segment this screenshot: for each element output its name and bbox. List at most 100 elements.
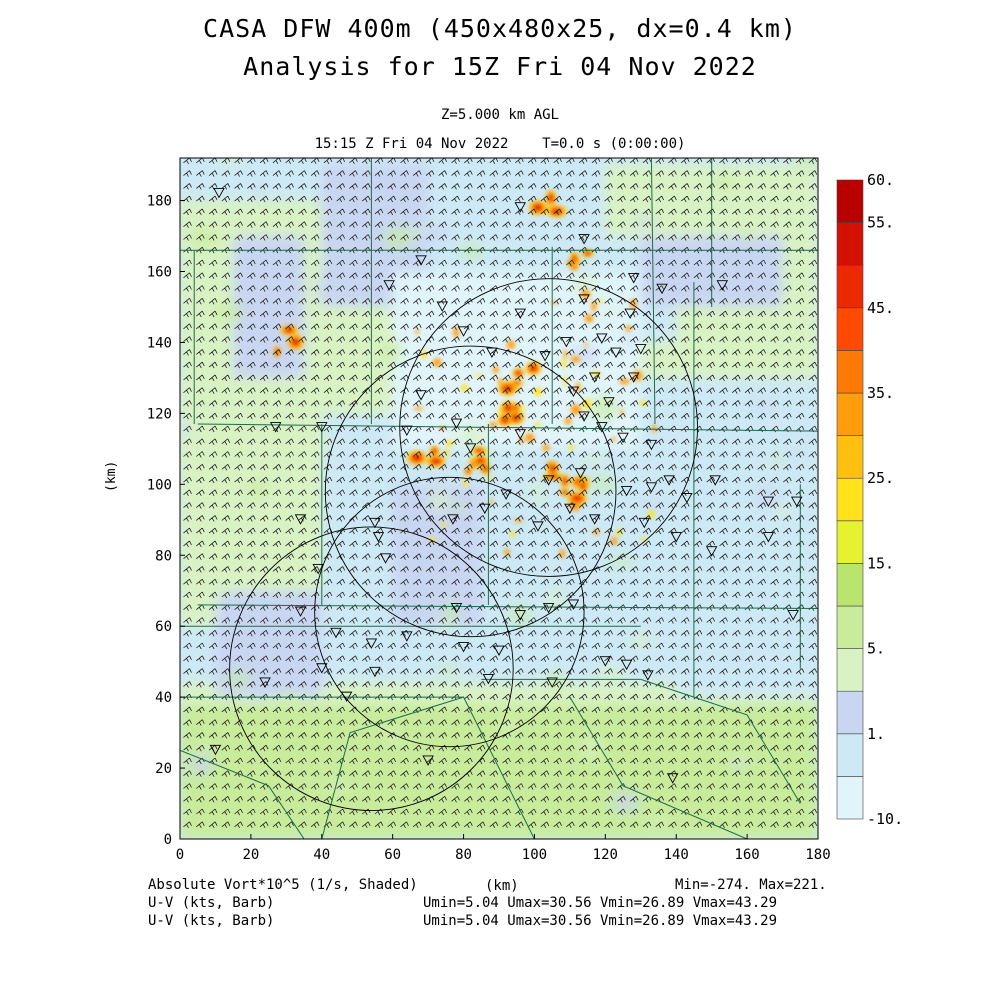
radar-site-marker xyxy=(450,603,463,614)
y-tick-label: 100 xyxy=(147,477,172,493)
x-tick-label: 0 xyxy=(176,847,184,863)
radar-site-marker xyxy=(762,496,775,507)
cell-core xyxy=(535,205,541,210)
radar-site-marker xyxy=(790,496,803,507)
cell-small xyxy=(647,510,655,519)
y-tick-label: 180 xyxy=(147,194,172,210)
colorbar-swatch xyxy=(836,520,864,564)
radar-site-marker xyxy=(422,755,434,766)
colorbar-label: 5. xyxy=(867,640,885,658)
field-blob xyxy=(566,281,597,289)
field-blob xyxy=(180,201,187,223)
colorbar-swatch xyxy=(836,307,864,351)
radar-site-marker xyxy=(635,344,647,355)
cell-small xyxy=(460,384,469,391)
county-line xyxy=(197,423,818,432)
radar-site-marker xyxy=(624,308,636,319)
y-tick-label: 140 xyxy=(147,335,172,351)
cell-core xyxy=(531,366,536,371)
cell-small xyxy=(569,500,581,511)
chart-subtitle: Analysis for 15Z Fri 04 Nov 2022 xyxy=(243,52,757,81)
radar-site-marker xyxy=(603,397,615,408)
field-patch xyxy=(676,484,818,697)
y-tick-label: 60 xyxy=(155,619,172,635)
field-blob xyxy=(203,577,227,603)
field-blob xyxy=(527,795,553,812)
county-line xyxy=(640,678,801,804)
field-blob xyxy=(531,480,544,505)
cell-small xyxy=(432,358,442,367)
cell-small xyxy=(525,433,535,443)
cell-small xyxy=(611,437,616,442)
radar-site-marker xyxy=(372,532,385,543)
x-axis-unit: (km) xyxy=(485,878,519,894)
wind-barbs xyxy=(183,158,818,828)
cell-core xyxy=(466,470,470,473)
cell-small xyxy=(535,422,542,427)
colorbar-swatch xyxy=(836,648,864,692)
radar-site-marker xyxy=(578,294,590,305)
colorbar-label: 55. xyxy=(867,214,894,232)
field-label: Absolute Vort*10^5 (1/s, Shaded) xyxy=(148,877,418,893)
field-blob xyxy=(426,224,450,246)
cell-core xyxy=(413,455,420,461)
radar-site-marker xyxy=(316,663,328,674)
field-blob xyxy=(610,791,641,814)
radar-site-marker xyxy=(316,422,328,433)
cell-small xyxy=(567,445,576,450)
cell-small xyxy=(440,522,448,526)
x-tick-label: 100 xyxy=(522,847,547,863)
cell-core xyxy=(563,491,567,494)
field-blob xyxy=(213,302,243,323)
cell-small xyxy=(639,401,648,406)
radar-site-marker xyxy=(567,599,580,610)
cell-small xyxy=(570,404,581,415)
field-blob xyxy=(438,664,457,676)
x-tick-label: 120 xyxy=(593,847,618,863)
radar-range-rings xyxy=(229,278,698,811)
radar-site-marker xyxy=(596,333,608,344)
radar-site-marker xyxy=(642,670,654,681)
field-blob xyxy=(728,649,747,660)
radar-site-marker xyxy=(656,283,668,295)
cell-core xyxy=(491,423,495,426)
wind-barb-field xyxy=(183,158,818,828)
colorbar-swatch xyxy=(836,222,864,266)
field-blob xyxy=(631,216,657,226)
cell-small xyxy=(503,548,511,556)
radar-site-marker xyxy=(340,691,353,703)
field-blob xyxy=(724,757,755,764)
cell-small xyxy=(542,444,550,451)
cell-core xyxy=(505,405,511,411)
colorbar-label: 45. xyxy=(867,299,894,317)
field-blob xyxy=(439,617,448,632)
field-blob xyxy=(773,243,787,250)
radar-site-marker xyxy=(762,532,775,543)
field-blob xyxy=(740,233,756,240)
y-tick-label: 120 xyxy=(147,406,172,422)
time-label: 15:15 Z Fri 04 Nov 2022 T=0.0 s (0:00:00… xyxy=(314,136,686,152)
field-blob xyxy=(623,330,633,349)
radar-site-marker xyxy=(500,489,512,500)
colorbar-swatch xyxy=(836,605,864,649)
field-blob xyxy=(311,280,342,298)
minmax-label: Min=-274. Max=221. xyxy=(675,877,827,893)
cell-small xyxy=(610,537,618,546)
cell-small xyxy=(443,450,451,456)
county-line xyxy=(197,604,818,609)
radar-site-marker xyxy=(617,432,629,444)
cell-core xyxy=(293,339,298,345)
cell-core xyxy=(516,371,521,375)
radar-site-marker xyxy=(645,439,658,451)
y-tick-label: 160 xyxy=(147,265,172,281)
radar-site-marker xyxy=(542,475,555,486)
barb2-label: U-V (kts, Barb) xyxy=(148,913,275,929)
colorbar-swatch xyxy=(836,264,864,309)
radar-site-marker xyxy=(209,744,222,756)
field-blob xyxy=(180,421,192,432)
radar-site-marker xyxy=(564,503,576,515)
field-blob xyxy=(753,209,770,232)
field-blob xyxy=(383,227,415,249)
cell-small xyxy=(619,378,630,385)
